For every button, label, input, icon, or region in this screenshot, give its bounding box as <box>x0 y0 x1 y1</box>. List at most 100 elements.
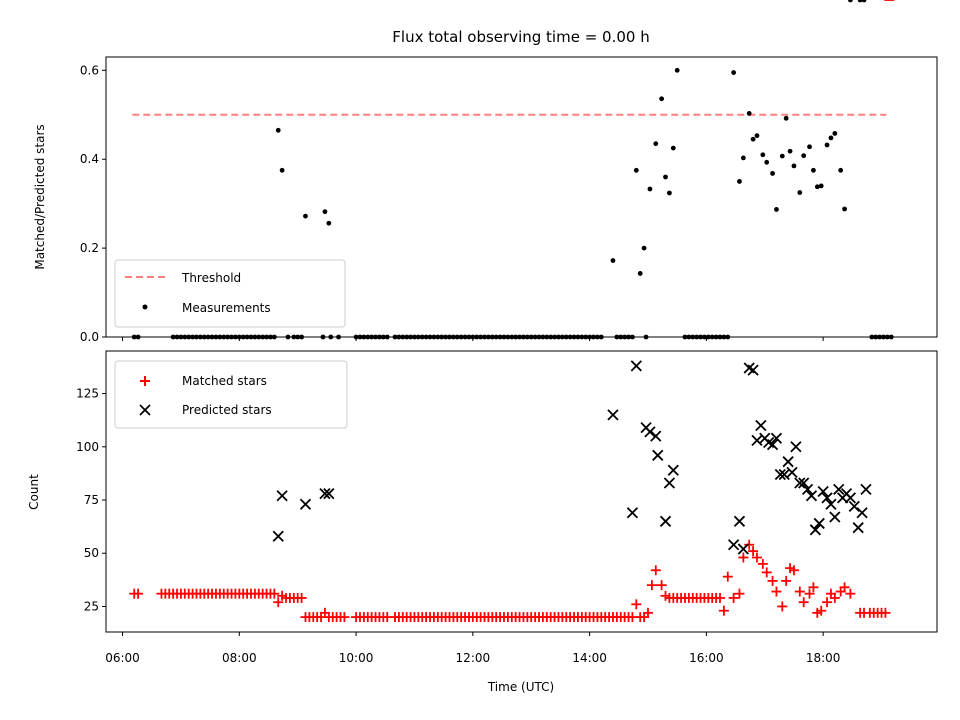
predicted-stars-point <box>829 511 841 523</box>
measurement-point <box>633 167 639 173</box>
chart-title: Flux total observing time = 0.00 h <box>392 28 649 46</box>
ratio-legend-box <box>114 259 346 328</box>
predicted-stars-point <box>747 364 759 376</box>
count-legend: Matched stars Predicted stars <box>114 360 348 429</box>
predicted-stars-point <box>833 483 845 496</box>
measurement-point <box>740 155 746 161</box>
measurement-point <box>818 183 824 189</box>
y-tick-label: 0.2 <box>80 241 99 255</box>
count-panel: 25 50 75 100 125 06:00 08:00 10:00 12:00 14:00 16… <box>27 0 938 694</box>
predicted-stars-point <box>299 498 312 510</box>
predicted-stars-point <box>817 485 829 498</box>
ratio-legend: Threshold Measurements <box>114 259 346 328</box>
measurement-point <box>811 167 816 173</box>
predicted-stars-point <box>809 524 822 536</box>
measurement-point <box>303 213 308 219</box>
measurement-point <box>663 174 668 180</box>
matched-stars-point <box>751 552 762 563</box>
measurement-point <box>814 184 820 190</box>
matched-stars-point <box>642 607 653 618</box>
measurement-point <box>275 127 281 133</box>
matched-stars-point <box>656 580 667 591</box>
matched-stars-point <box>133 588 144 599</box>
matched-stars-point <box>715 592 726 603</box>
matched-stars-point <box>744 539 755 550</box>
matched-stars-point <box>748 546 759 557</box>
predicted-stars-point <box>727 539 740 551</box>
count-ylabel: Count <box>27 474 41 510</box>
predicted-stars-point <box>798 477 810 489</box>
y-tick-label: 50 <box>84 546 99 560</box>
predicted-stars-point <box>319 487 331 500</box>
matched-stars-point <box>781 575 792 586</box>
matched-stars-point <box>794 586 805 597</box>
measurement-point <box>279 167 285 173</box>
x-axis-label: Time (UTC) <box>487 680 554 694</box>
predicted-stars-point <box>323 487 335 500</box>
predicted-stars-point <box>825 498 837 510</box>
predicted-stars-point <box>733 515 746 527</box>
legend-measurements-swatch <box>142 304 148 310</box>
y-tick-label: 25 <box>84 599 99 613</box>
x-tick-label: 12:00 <box>456 651 491 665</box>
matched-stars-point <box>650 565 661 576</box>
legend-predicted-label: Predicted stars <box>182 403 272 417</box>
matched-stars-point <box>339 612 350 623</box>
measurement-point <box>774 207 779 212</box>
ratio-panel-frame <box>105 56 938 338</box>
matched-stars-point <box>771 586 782 597</box>
predicted-stars-point <box>774 468 786 481</box>
predicted-stars-point <box>805 490 818 502</box>
predicted-stars-point <box>644 426 656 438</box>
matched-stars-point <box>777 601 788 612</box>
measurement-point <box>653 141 659 147</box>
matched-stars-point <box>804 588 815 599</box>
y-tick-label: 0.6 <box>80 63 99 77</box>
matched-stars-point <box>734 588 745 599</box>
measurement-point <box>750 136 756 142</box>
matched-stars-point <box>631 599 642 610</box>
measurement-point <box>779 153 785 159</box>
measurement-point <box>746 111 752 116</box>
measurement-point <box>838 167 844 173</box>
measurement-point <box>610 258 616 263</box>
measurement-point <box>674 67 680 73</box>
measurement-point <box>787 148 793 154</box>
matched-stars-point <box>829 592 840 603</box>
measurement-point <box>322 209 328 215</box>
measurement-point <box>326 220 332 226</box>
measurement-point <box>801 153 807 159</box>
predicted-stars-point <box>794 477 806 489</box>
measurement-point <box>764 159 770 165</box>
measurement-point <box>861 0 867 3</box>
predicted-stars-point <box>650 430 662 442</box>
x-tick-label: 14:00 <box>572 651 607 665</box>
predicted-stars-point <box>626 507 639 519</box>
measurement-point <box>824 142 830 148</box>
x-tick-label: 06:00 <box>105 651 140 665</box>
measurement-point <box>847 0 853 3</box>
measurement-point <box>754 133 760 139</box>
predicted-stars-point <box>652 449 664 461</box>
measurement-point <box>797 190 803 195</box>
matched-stars-point <box>761 567 772 578</box>
x-tick-label: 10:00 <box>339 651 374 665</box>
predicted-stars-point <box>659 515 672 527</box>
y-tick-label: 125 <box>76 387 99 401</box>
predicted-stars-point <box>607 409 619 421</box>
measurement-point <box>807 144 812 150</box>
measurement-point <box>737 179 742 184</box>
matched-stars-point <box>728 592 739 603</box>
predicted-stars-point <box>813 517 825 530</box>
ratio-ylabel: Matched/Predicted stars <box>33 124 47 269</box>
measurement-point <box>670 145 676 151</box>
matched-stars-point <box>808 582 819 593</box>
legend-predicted-swatch <box>139 404 151 416</box>
matched-stars-point <box>296 592 307 603</box>
predicted-stars-point <box>844 492 857 504</box>
y-tick-label: 75 <box>84 493 99 507</box>
matched-stars-point <box>816 605 827 616</box>
matched-stars-point <box>269 588 280 599</box>
predicted-stars-point <box>770 432 783 444</box>
